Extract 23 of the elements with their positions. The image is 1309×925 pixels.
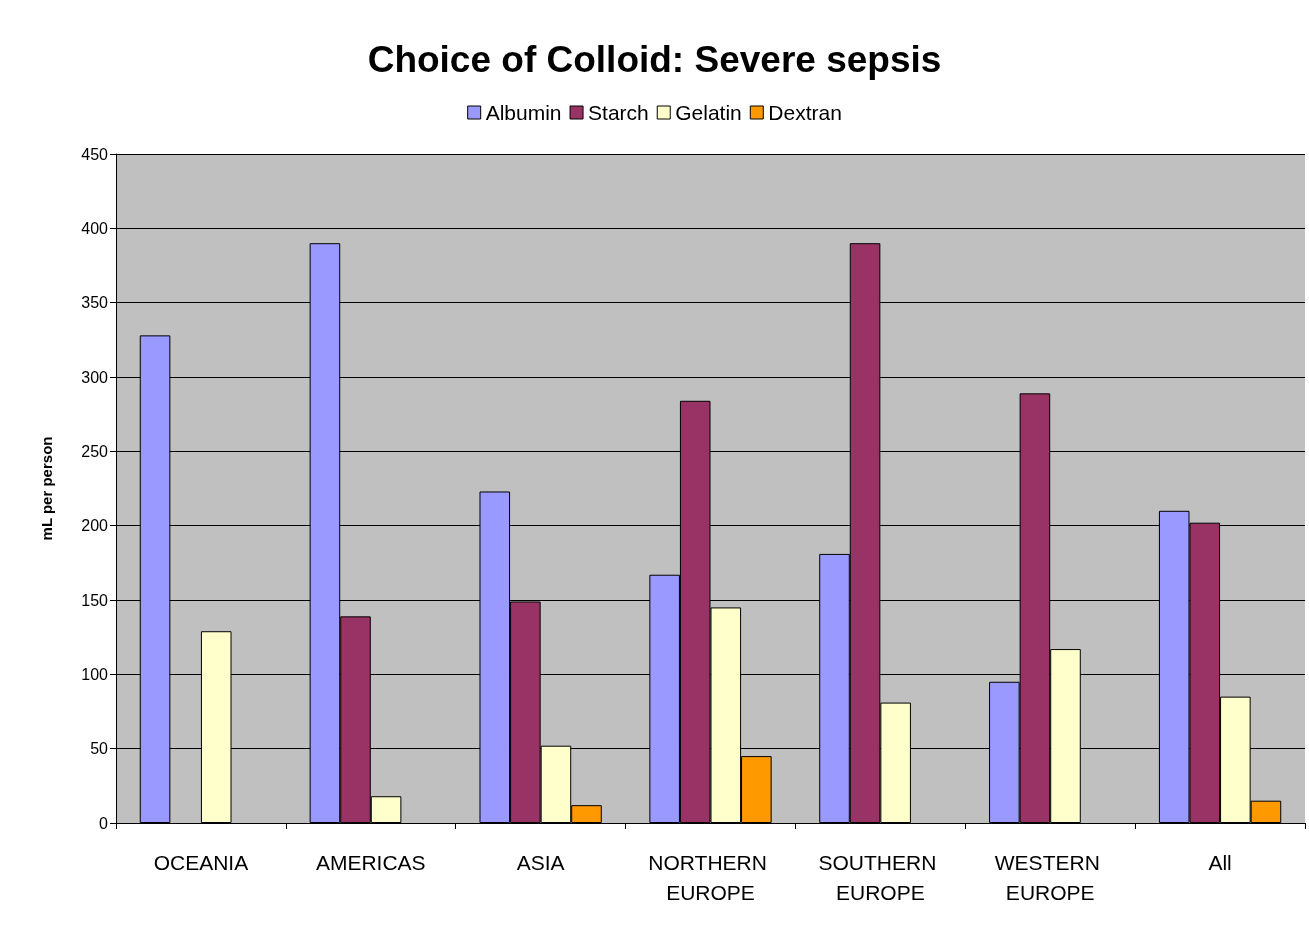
y-tick-label: 200	[81, 517, 109, 535]
x-tick-label: All	[1208, 850, 1232, 874]
y-tick-label: 50	[90, 740, 109, 758]
x-tick-label: ASIA	[516, 850, 565, 874]
x-tick-label: AMERICAS	[315, 850, 426, 874]
x-tick-label: WESTERN EUROPE	[994, 850, 1106, 904]
y-tick-label: 450	[81, 145, 109, 163]
x-tick-label: SOUTHERN EUROPE	[818, 850, 943, 904]
y-tick-label: 400	[81, 219, 109, 237]
legend-label: Albumin	[485, 101, 562, 124]
y-axis-title: mL per person	[38, 436, 55, 541]
x-tick-label: OCEANIA	[153, 850, 249, 874]
legend-label: Starch	[588, 101, 649, 124]
y-tick-label: 350	[81, 294, 109, 312]
legend-label: Gelatin	[675, 101, 742, 124]
legend-label: Dextran	[768, 101, 842, 124]
x-tick-label: NORTHERN EUROPE	[648, 850, 773, 904]
chart-title: Choice of Colloid: Severe sepsis	[367, 39, 942, 80]
y-tick-label: 300	[81, 368, 109, 386]
y-tick-label: 100	[81, 665, 109, 683]
y-tick-label: 150	[81, 591, 109, 609]
y-tick-label: 0	[99, 814, 109, 832]
y-tick-label: 250	[81, 442, 109, 460]
